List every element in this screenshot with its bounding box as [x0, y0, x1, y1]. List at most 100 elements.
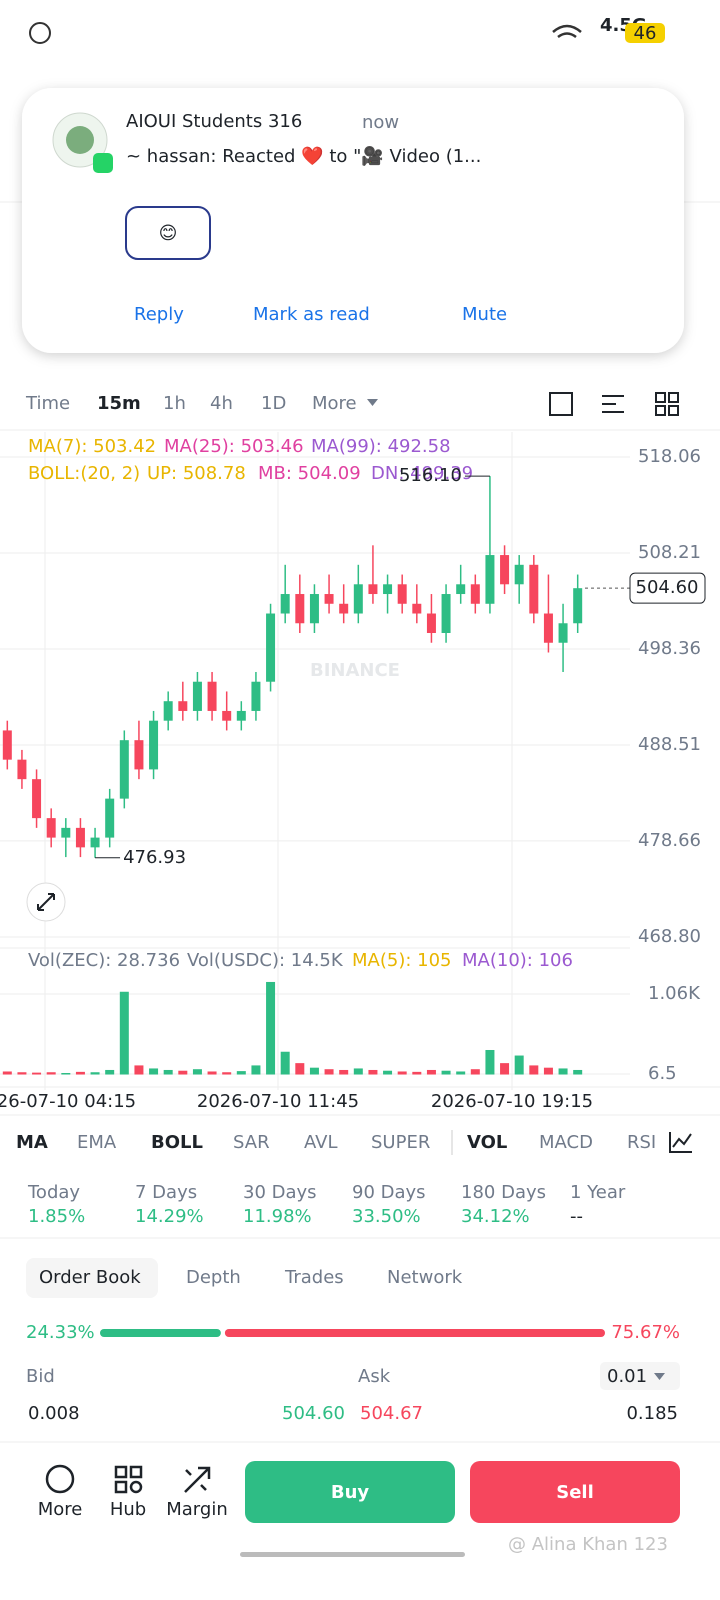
- period-label: 30 Days: [243, 1182, 317, 1203]
- candle-body: [339, 603, 349, 614]
- dropdown-arrow: [654, 1373, 665, 1380]
- candle-body: [192, 681, 202, 711]
- y-tick-label: 488.51: [638, 734, 701, 755]
- candle-body: [500, 555, 510, 585]
- candle-body: [441, 594, 451, 634]
- indicator-tab[interactable]: EMA: [77, 1132, 117, 1153]
- candle-body: [90, 837, 100, 848]
- reaction-button[interactable]: [125, 206, 211, 260]
- wifi-icon: [552, 24, 582, 39]
- candle-body: [514, 564, 524, 585]
- buy-button[interactable]: [245, 1461, 455, 1523]
- volume-bar: [368, 1069, 378, 1075]
- volume-bar: [17, 1072, 27, 1075]
- volume-bar: [353, 1068, 363, 1075]
- candle-body: [2, 730, 12, 760]
- indicator-tab[interactable]: SAR: [233, 1132, 270, 1153]
- indicator-tab[interactable]: VOL: [467, 1132, 507, 1153]
- action-mute[interactable]: Mute: [462, 304, 507, 325]
- timeframe-tab[interactable]: 1h: [163, 393, 186, 414]
- volume-bar: [412, 1071, 422, 1075]
- action-reply[interactable]: Reply: [134, 304, 184, 325]
- timeframe-tab[interactable]: 1D: [261, 393, 286, 414]
- action-mark-read[interactable]: Mark as read: [253, 304, 370, 325]
- boll-legend: BOLL:(20, 2): [28, 463, 140, 484]
- notification-card: [22, 88, 684, 353]
- nav-label[interactable]: More: [38, 1499, 83, 1520]
- more-icon[interactable]: [45, 1464, 75, 1494]
- ask-ratio-bar: [224, 1329, 605, 1337]
- indicator-tab[interactable]: MA: [16, 1132, 48, 1153]
- volume-bar: [470, 1069, 480, 1075]
- candle-body: [105, 798, 115, 838]
- precision: 0.01: [607, 1366, 647, 1387]
- indicator-tab[interactable]: BOLL: [151, 1132, 203, 1153]
- nav-label[interactable]: Margin: [166, 1499, 227, 1520]
- battery: [625, 23, 665, 43]
- order-book-tab[interactable]: Network: [387, 1267, 463, 1288]
- candle-body: [543, 613, 553, 643]
- period-change: --: [570, 1206, 583, 1227]
- boll-legend: DN: 499.39: [371, 463, 473, 484]
- timeframe-tab[interactable]: More: [312, 393, 357, 414]
- notification[interactable]: AIOUI Students 316 now ~ hassan: Reacted…: [22, 88, 684, 353]
- timeframe-tab[interactable]: Time: [25, 393, 70, 414]
- volume-bar: [500, 1063, 510, 1075]
- volume-bar: [383, 1070, 393, 1075]
- layout-icon[interactable]: [655, 392, 679, 416]
- candle-body: [456, 584, 466, 595]
- notification-message: ~ hassan: Reacted ❤️ to "🎥 Video (1...: [126, 145, 481, 167]
- volume-bar: [163, 1069, 173, 1075]
- ma-legend: MA(7): 503.42: [28, 436, 156, 457]
- order-book-tab[interactable]: Depth: [186, 1267, 241, 1288]
- tab-fade: [655, 1120, 720, 1166]
- nav-label[interactable]: Hub: [110, 1499, 146, 1520]
- candles: [2, 476, 583, 858]
- hub-icon[interactable]: [114, 1465, 143, 1494]
- candle-body: [119, 740, 129, 799]
- indicator-tab[interactable]: RSI: [627, 1132, 656, 1153]
- indicator-tab[interactable]: MACD: [539, 1132, 593, 1153]
- candle-body: [266, 613, 276, 682]
- volume-bar: [441, 1070, 451, 1075]
- chart-icon[interactable]: [669, 1132, 692, 1153]
- order-book-tab[interactable]: Order Book: [39, 1267, 141, 1288]
- period-label: 180 Days: [461, 1182, 546, 1203]
- ask-ratio: 75.67%: [611, 1322, 680, 1343]
- volume-bar: [251, 1065, 261, 1075]
- settings-icon[interactable]: [602, 395, 624, 413]
- candle-body: [149, 720, 159, 770]
- volume-bar: [339, 1069, 349, 1075]
- volume-bar: [543, 1067, 553, 1075]
- volume-bar: [514, 1055, 524, 1075]
- fullscreen-icon[interactable]: [549, 392, 573, 416]
- timeframe-tab[interactable]: 15m: [97, 393, 141, 414]
- boll-legend: MB: 504.09: [258, 463, 361, 484]
- reaction: 😊: [159, 223, 178, 244]
- candle-body: [485, 555, 495, 604]
- y-tick-label: 468.80: [638, 926, 701, 947]
- active-tab-bg: [26, 1258, 158, 1298]
- sell-button[interactable]: [470, 1461, 680, 1523]
- sell-label: Sell: [556, 1482, 594, 1503]
- margin-icon[interactable]: [184, 1466, 211, 1493]
- volume-bar: [309, 1067, 319, 1075]
- volume-bar: [119, 991, 129, 1075]
- volume-bar: [236, 1071, 246, 1075]
- candle-body: [412, 603, 422, 614]
- volume-tick-label: 1.06K: [648, 983, 701, 1004]
- volume-bar: [149, 1068, 159, 1075]
- bid-amount: 0.008: [28, 1403, 80, 1424]
- timeframe-tab[interactable]: 4h: [210, 393, 233, 414]
- watermark-user: @ Alina Khan 123: [508, 1534, 668, 1555]
- performance: Today 1.85% 7 Days 14.29% 30 Days 11.98% 90 Da…: [27, 1182, 626, 1227]
- indicator-tab[interactable]: AVL: [304, 1132, 338, 1153]
- y-tick-label: 518.06: [638, 446, 701, 467]
- volume-bar: [192, 1069, 202, 1075]
- candle-body: [368, 584, 378, 595]
- precision-select[interactable]: [600, 1362, 680, 1390]
- volume-bar: [222, 1072, 232, 1075]
- order-book-tab[interactable]: Trades: [284, 1267, 344, 1288]
- indicator-tab[interactable]: SUPER: [371, 1132, 430, 1153]
- volume-bar: [207, 1071, 217, 1075]
